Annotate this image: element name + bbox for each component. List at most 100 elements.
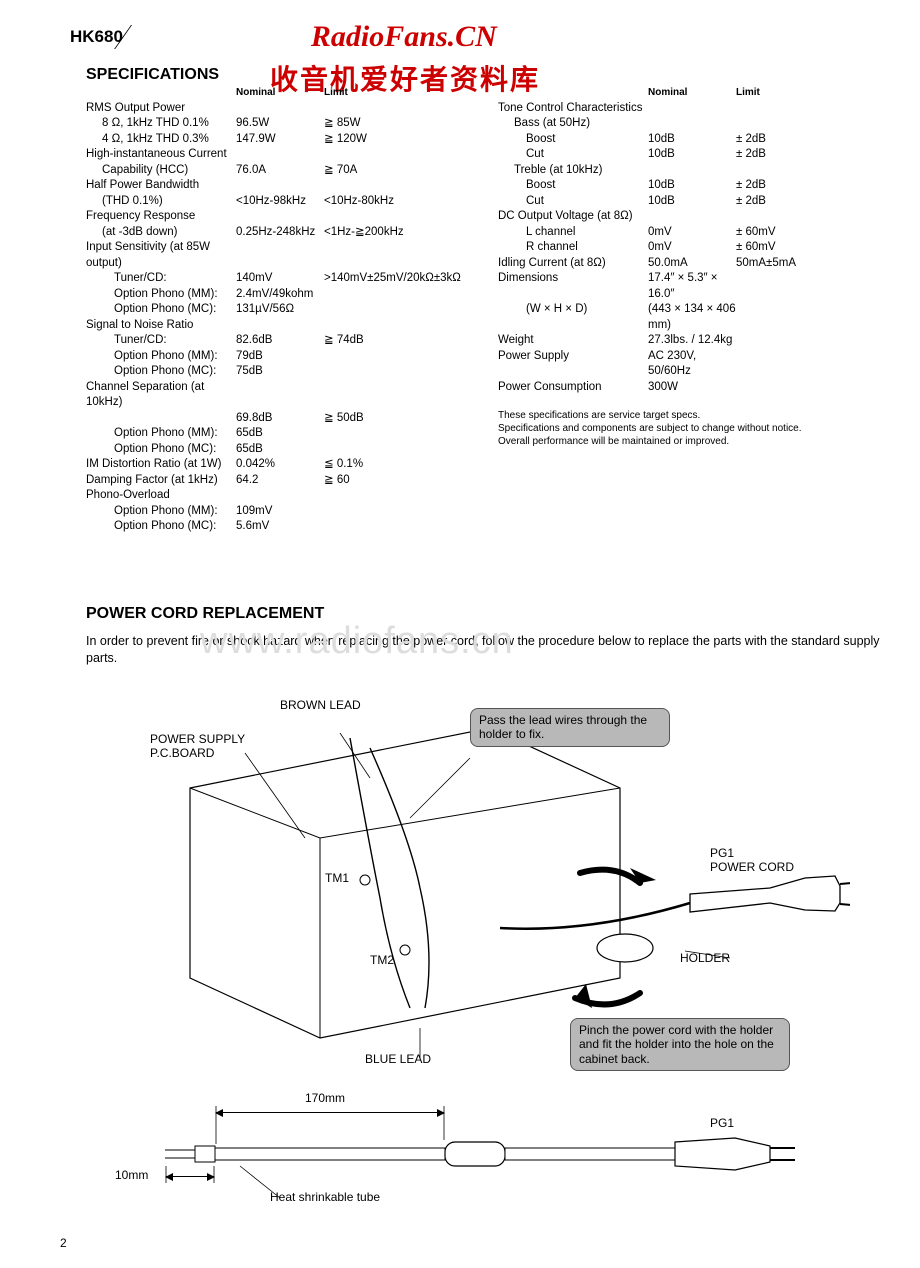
- spec-row: Half Power Bandwidth: [86, 178, 468, 194]
- spec-row: (THD 0.1%)<10Hz-98kHz<10Hz-80kHz: [86, 194, 468, 210]
- spec-nominal: 10dB: [648, 194, 736, 210]
- spec-label: (at -3dB down): [86, 225, 236, 241]
- spec-row: Tuner/CD:140mV>140mV±25mV/20kΩ±3kΩ: [86, 271, 468, 287]
- spec-row: Option Phono (MM):79dB: [86, 349, 468, 365]
- spec-limit: [736, 163, 880, 179]
- spec-row: RMS Output Power: [86, 101, 468, 117]
- spec-limit: [324, 442, 468, 458]
- spec-column-right: NominalLimit Tone Control Characteristic…: [498, 86, 880, 535]
- spec-nominal: 50.0mA: [648, 256, 736, 272]
- spec-nominal: 65dB: [236, 442, 324, 458]
- spec-label: Tuner/CD:: [86, 333, 236, 349]
- spec-nominal: 109mV: [236, 504, 324, 520]
- spec-nominal: 65dB: [236, 426, 324, 442]
- spec-nominal: 0mV: [648, 225, 736, 241]
- spec-label: RMS Output Power: [86, 101, 236, 117]
- spec-nominal: 17.4″ × 5.3″ × 16.0″: [648, 271, 736, 302]
- spec-limit: ≧ 70A: [324, 163, 468, 179]
- spec-row: Tone Control Characteristics: [498, 101, 880, 117]
- spec-label: Damping Factor (at 1kHz): [86, 473, 236, 489]
- spec-row: Bass (at 50Hz): [498, 116, 880, 132]
- spec-label: Input Sensitivity (at 85W output): [86, 240, 236, 271]
- spec-label: Option Phono (MM):: [86, 504, 236, 520]
- spec-nominal: 10dB: [648, 147, 736, 163]
- spec-row: Frequency Response: [86, 209, 468, 225]
- spec-nominal: [236, 380, 324, 411]
- spec-limit: ≧ 60: [324, 473, 468, 489]
- spec-limit: [736, 349, 880, 380]
- spec-limit: [324, 178, 468, 194]
- spec-row: Option Phono (MM):2.4mV/49kohm: [86, 287, 468, 303]
- spec-nominal: 0.042%: [236, 457, 324, 473]
- spec-limit: [324, 318, 468, 334]
- spec-nominal: 0mV: [648, 240, 736, 256]
- label-brown-lead: BROWN LEAD: [280, 698, 361, 712]
- label-power-supply-pcb: POWER SUPPLY P.C.BOARD: [150, 732, 245, 760]
- col-header-nominal: Nominal: [236, 86, 324, 100]
- spec-label: Cut: [498, 147, 648, 163]
- spec-label: Boost: [498, 132, 648, 148]
- spec-label: (W × H × D): [498, 302, 648, 333]
- spec-label: DC Output Voltage (at 8Ω): [498, 209, 648, 225]
- spec-label: Bass (at 50Hz): [498, 116, 648, 132]
- spec-row: DC Output Voltage (at 8Ω): [498, 209, 880, 225]
- spec-label: High-instantaneous Current: [86, 147, 236, 163]
- page-number: 2: [60, 1236, 67, 1250]
- spec-label: Weight: [498, 333, 648, 349]
- model-number: HK680: [70, 27, 123, 47]
- spec-nominal: 140mV: [236, 271, 324, 287]
- spec-label: 4 Ω, 1kHz THD 0.3%: [86, 132, 236, 148]
- spec-label: Tone Control Characteristics: [498, 101, 648, 117]
- spec-row: Option Phono (MC):65dB: [86, 442, 468, 458]
- label-pg1-power-cord: PG1 POWER CORD: [710, 846, 794, 874]
- spec-nominal: 27.3lbs. / 12.4kg: [648, 333, 736, 349]
- spec-row: Cut10dB± 2dB: [498, 194, 880, 210]
- dimension-10mm: 10mm: [115, 1168, 148, 1182]
- spec-limit: [324, 209, 468, 225]
- label-tm1: TM1: [325, 871, 349, 885]
- spec-label: Option Phono (MC):: [86, 442, 236, 458]
- spec-row: Input Sensitivity (at 85W output): [86, 240, 468, 271]
- spec-label: Option Phono (MC):: [86, 364, 236, 380]
- spec-label: Treble (at 10kHz): [498, 163, 648, 179]
- spec-label: L channel: [498, 225, 648, 241]
- spec-label: Phono-Overload: [86, 488, 236, 504]
- spec-label: Option Phono (MM):: [86, 426, 236, 442]
- spec-nominal: 96.5W: [236, 116, 324, 132]
- spec-label: Option Phono (MC):: [86, 302, 236, 318]
- spec-limit: ± 2dB: [736, 147, 880, 163]
- power-cord-diagram: BROWN LEAD POWER SUPPLY P.C.BOARD TM1 TM…: [70, 698, 880, 1078]
- col-header-limit: Limit: [324, 86, 468, 100]
- spec-label: Power Supply: [498, 349, 648, 380]
- spec-label: Power Consumption: [498, 380, 648, 396]
- spec-row: 4 Ω, 1kHz THD 0.3%147.9W≧ 120W: [86, 132, 468, 148]
- spec-nominal: 10dB: [648, 178, 736, 194]
- spec-limit: ± 2dB: [736, 178, 880, 194]
- spec-nominal: [648, 209, 736, 225]
- spec-row: Boost10dB± 2dB: [498, 178, 880, 194]
- spec-row: Boost10dB± 2dB: [498, 132, 880, 148]
- spec-row: Option Phono (MM):109mV: [86, 504, 468, 520]
- spec-limit: [736, 302, 880, 333]
- spec-nominal: 0.25Hz-248kHz: [236, 225, 324, 241]
- spec-nominal: 76.0A: [236, 163, 324, 179]
- spec-column-left: NominalLimit RMS Output Power8 Ω, 1kHz T…: [86, 86, 468, 535]
- spec-label: Dimensions: [498, 271, 648, 302]
- spec-label: Option Phono (MM):: [86, 287, 236, 303]
- col-header-limit: Limit: [736, 86, 880, 100]
- spec-nominal: [236, 101, 324, 117]
- spec-label: Cut: [498, 194, 648, 210]
- spec-label: Option Phono (MM):: [86, 349, 236, 365]
- spec-limit: [324, 101, 468, 117]
- spec-label: 8 Ω, 1kHz THD 0.1%: [86, 116, 236, 132]
- spec-limit: [736, 101, 880, 117]
- spec-label: Half Power Bandwidth: [86, 178, 236, 194]
- note-line: These specifications are service target …: [498, 409, 880, 422]
- spec-nominal: 5.6mV: [236, 519, 324, 535]
- spec-limit: [324, 349, 468, 365]
- spec-nominal: [236, 318, 324, 334]
- spec-limit: [324, 504, 468, 520]
- spec-row: Damping Factor (at 1kHz)64.2≧ 60: [86, 473, 468, 489]
- spec-row: R channel0mV± 60mV: [498, 240, 880, 256]
- spec-row: Tuner/CD:82.6dB≧ 74dB: [86, 333, 468, 349]
